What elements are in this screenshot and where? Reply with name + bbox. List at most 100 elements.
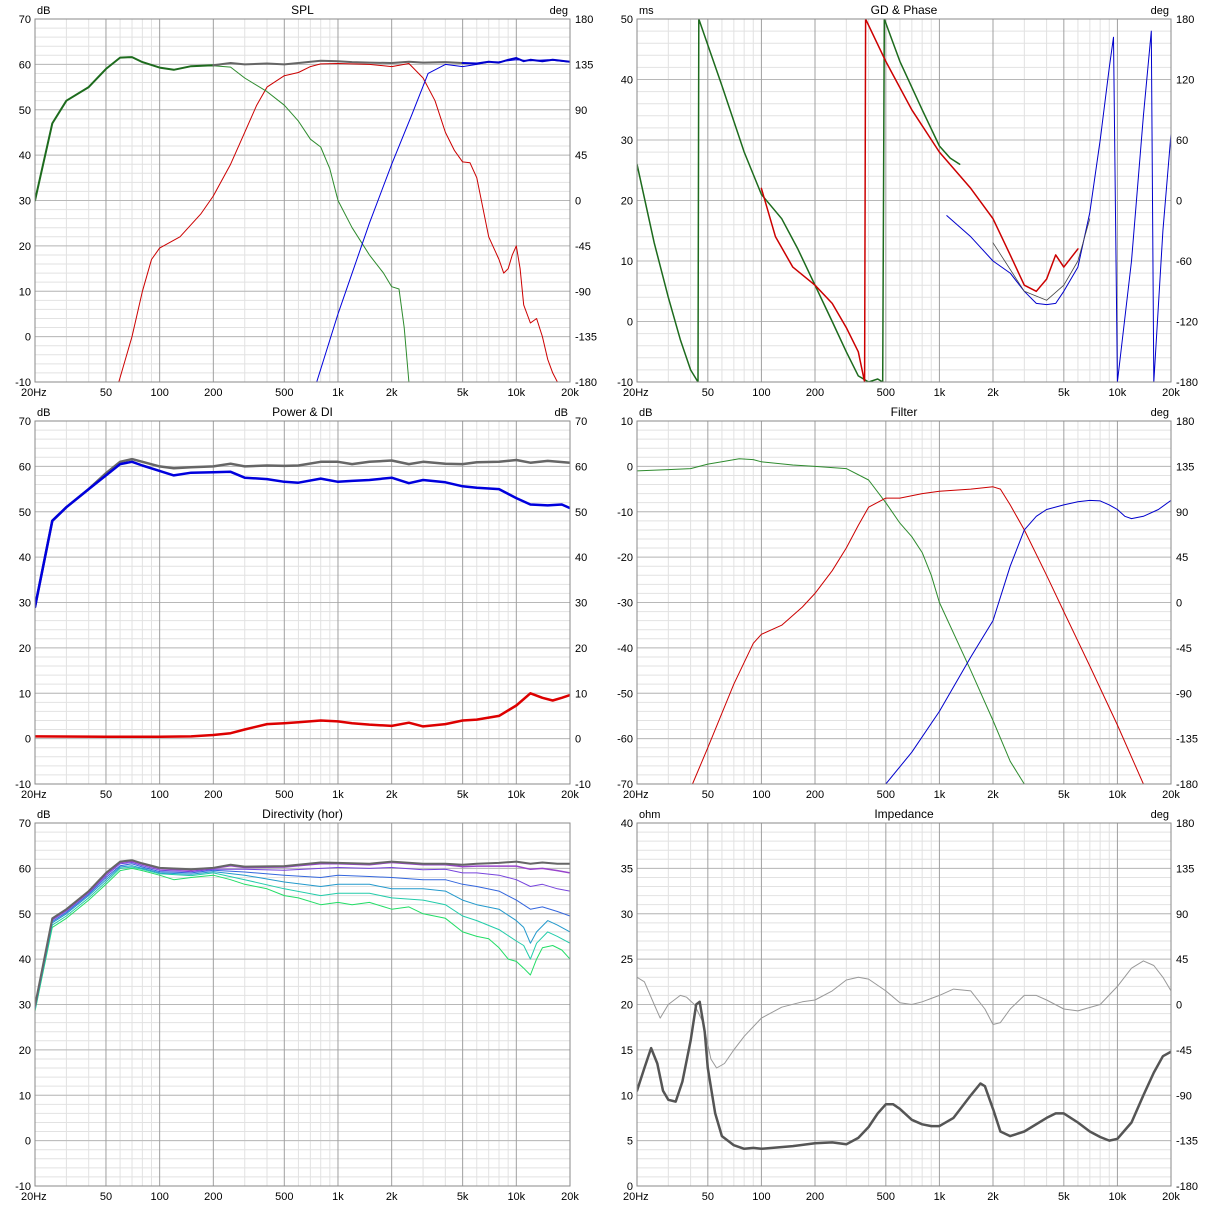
y2-tick-label: -10 — [575, 779, 591, 791]
y2-tick-label: -90 — [1176, 1090, 1192, 1102]
chart-panel-impedance: Impedance ohm deg 0 5 10 15 20 25 30 35 40 -180 -135 -… — [621, 807, 1198, 1203]
x-tick-label: 100 — [150, 789, 168, 801]
series-line-3 — [946, 30, 1171, 382]
grid — [34, 18, 571, 383]
x-tick-label: 200 — [204, 789, 222, 801]
y2-tick-label: 45 — [1176, 954, 1188, 966]
series-line-1 — [637, 960, 1171, 1069]
series-line-5 — [35, 862, 570, 1008]
y2-tick-label: 50 — [575, 507, 587, 519]
y2-tick-label: 120 — [1176, 75, 1194, 87]
y-tick-label: 5 — [627, 1136, 633, 1148]
y-tick-label: -70 — [617, 779, 633, 791]
x-tick-label: 500 — [275, 387, 293, 399]
series-line-4 — [35, 863, 570, 1009]
y2-tick-label: -180 — [1176, 377, 1198, 389]
chart-title: GD & Phase — [871, 3, 938, 17]
y2-tick-label: 135 — [1176, 863, 1194, 875]
series-line-1 — [118, 63, 558, 382]
y2-tick-label: 0 — [1176, 598, 1182, 610]
y-tick-label: -50 — [617, 688, 633, 700]
y-tick-label: -10 — [617, 377, 633, 389]
x-tick-label: 50 — [100, 789, 112, 801]
x-tick-label: 10k — [507, 387, 525, 399]
y-tick-label: 0 — [627, 461, 633, 473]
y-axis-unit-right: deg — [1151, 809, 1169, 821]
series-line-1 — [35, 867, 570, 1012]
y2-tick-label: -45 — [575, 241, 591, 253]
x-tick-label: 20Hz — [623, 789, 649, 801]
y2-tick-label: 70 — [575, 416, 587, 428]
grid — [636, 822, 1172, 1187]
chart-title: Impedance — [874, 807, 934, 821]
x-tick-label: 1k — [934, 789, 946, 801]
y-tick-label: 10 — [621, 256, 633, 268]
y-tick-label: 30 — [19, 196, 31, 208]
x-tick-label: 1k — [934, 1191, 946, 1203]
y-axis-unit-right: deg — [1151, 5, 1169, 17]
x-tick-label: 50 — [100, 1191, 112, 1203]
x-tick-label: 200 — [806, 789, 824, 801]
y-tick-label: 0 — [25, 1136, 31, 1148]
x-tick-label: 1k — [332, 387, 344, 399]
y-tick-label: 10 — [621, 1090, 633, 1102]
x-tick-label: 20k — [561, 789, 579, 801]
series-line-2 — [760, 19, 1079, 382]
x-tick-label: 50 — [702, 387, 714, 399]
y-tick-label: -10 — [617, 507, 633, 519]
y-tick-label: 70 — [19, 818, 31, 830]
x-tick-label: 500 — [275, 789, 293, 801]
grid — [34, 822, 571, 1187]
y-tick-label: 70 — [19, 416, 31, 428]
series-line-6 — [461, 57, 570, 65]
y-tick-label: 50 — [19, 507, 31, 519]
grid — [34, 420, 571, 785]
y-tick-label: 30 — [621, 909, 633, 921]
y-axis-unit-right: deg — [550, 5, 568, 17]
y-tick-label: 30 — [19, 598, 31, 610]
series-line-5 — [212, 59, 464, 67]
y-tick-label: 40 — [19, 150, 31, 162]
y-tick-label: 20 — [19, 241, 31, 253]
x-tick-label: 10k — [1109, 387, 1127, 399]
chart-panel-power: Power & DI dB dB -10 0 10 20 30 40 50 60 70 -10 0 10 20… — [15, 405, 591, 801]
series-line-3 — [35, 865, 570, 1010]
y2-tick-label: -60 — [1176, 256, 1192, 268]
y-axis-unit-left: dB — [37, 809, 50, 821]
x-tick-label: 200 — [806, 387, 824, 399]
y2-tick-label: 0 — [1176, 1000, 1182, 1012]
y-tick-label: 0 — [25, 332, 31, 344]
series-line-2 — [692, 486, 1144, 784]
chart-panel-spl: SPL dB deg -10 0 10 20 30 40 50 60 70 -180 -135 -90 -45… — [15, 3, 597, 399]
y-axis-unit-right: deg — [1151, 407, 1169, 419]
y-tick-label: -40 — [617, 643, 633, 655]
y2-tick-label: 90 — [575, 105, 587, 117]
series-line-4 — [35, 56, 215, 202]
x-tick-label: 2k — [987, 1191, 999, 1203]
series-line-2 — [35, 460, 570, 609]
x-tick-label: 100 — [150, 387, 168, 399]
y2-tick-label: 0 — [575, 196, 581, 208]
series-line-4 — [992, 218, 1091, 301]
y2-tick-label: -90 — [1176, 688, 1192, 700]
y2-tick-label: 45 — [1176, 552, 1188, 564]
y-tick-label: -30 — [617, 598, 633, 610]
y-tick-label: -60 — [617, 734, 633, 746]
y2-tick-label: -90 — [575, 286, 591, 298]
chart-title: Power & DI — [272, 405, 333, 419]
y2-tick-label: 30 — [575, 598, 587, 610]
chart-title: Filter — [891, 405, 918, 419]
y-tick-label: 50 — [19, 909, 31, 921]
y-tick-label: -10 — [15, 779, 31, 791]
y-tick-label: 0 — [627, 317, 633, 329]
y2-tick-label: 135 — [575, 59, 593, 71]
y2-tick-label: -135 — [1176, 1136, 1198, 1148]
x-tick-label: 500 — [275, 1191, 293, 1203]
x-tick-label: 100 — [752, 1191, 770, 1203]
x-tick-label: 500 — [877, 789, 895, 801]
x-tick-label: 200 — [204, 387, 222, 399]
series-line-1 — [35, 457, 570, 609]
y-tick-label: 70 — [19, 14, 31, 26]
y2-tick-label: -135 — [575, 332, 597, 344]
x-tick-label: 20Hz — [21, 387, 47, 399]
